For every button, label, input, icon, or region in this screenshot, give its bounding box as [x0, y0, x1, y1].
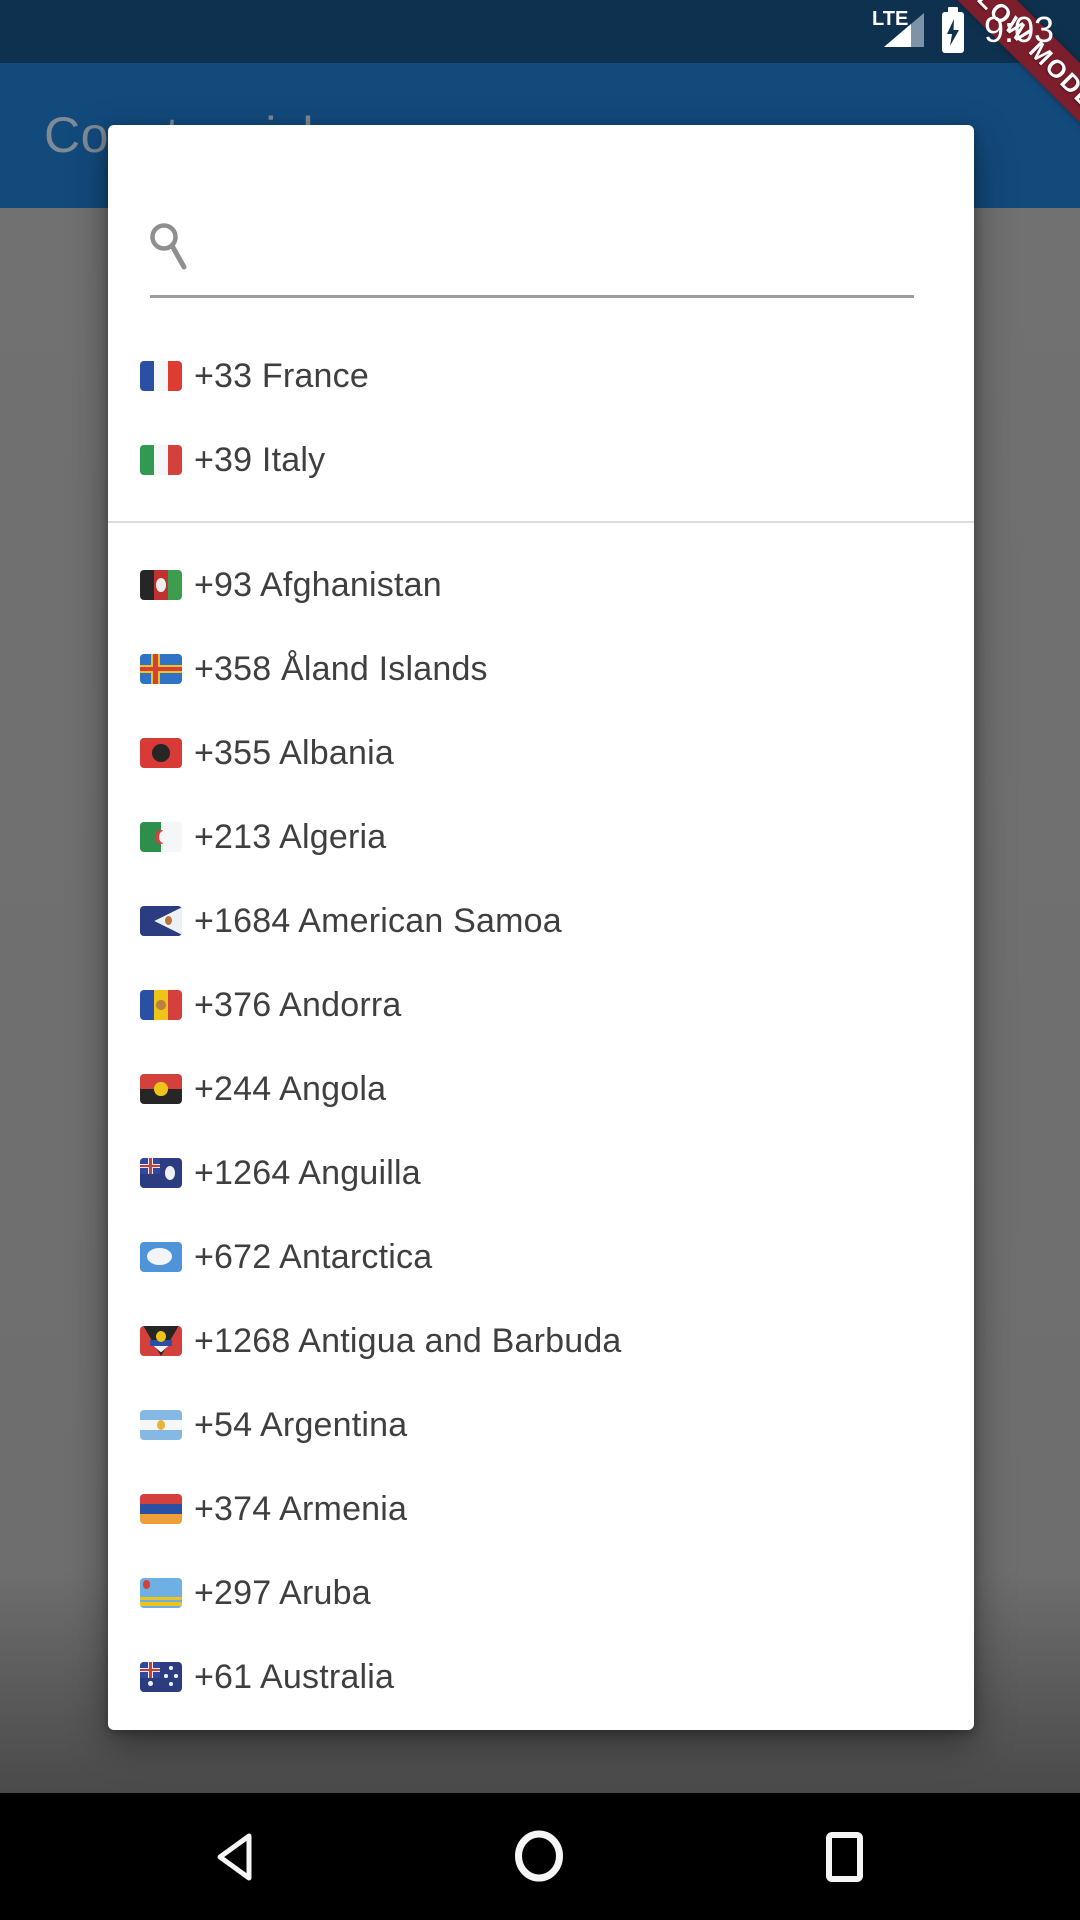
country-label: +61 Australia: [194, 1657, 395, 1696]
flag-icon-am: [140, 1494, 182, 1524]
flag-icon-ai: [140, 1158, 182, 1188]
country-picker-dialog: +33 France +39 Italy +93 Afghanistan +358 …: [108, 125, 974, 1730]
country-label: +374 Armenia: [194, 1489, 408, 1528]
network-type-label: LTE: [872, 8, 909, 30]
search-underline: [150, 295, 914, 298]
country-label: +672 Antarctica: [194, 1237, 433, 1276]
country-row[interactable]: +358 Åland Islands: [108, 627, 974, 711]
country-label: +244 Angola: [194, 1069, 387, 1108]
country-label: +297 Aruba: [194, 1573, 371, 1612]
country-row[interactable]: +376 Andorra: [108, 963, 974, 1047]
country-row[interactable]: +374 Armenia: [108, 1467, 974, 1551]
flag-icon-aw: [140, 1578, 182, 1608]
flag-icon-ax: [140, 654, 182, 684]
flag-icon-ar: [140, 1410, 182, 1440]
country-label: +358 Åland Islands: [194, 649, 488, 688]
country-row[interactable]: +93 Afghanistan: [108, 543, 974, 627]
status-bar: [0, 0, 1080, 63]
countries-list: +93 Afghanistan +358 Åland Islands +355 Al…: [108, 543, 974, 1719]
back-button[interactable]: [214, 1831, 254, 1883]
country-row[interactable]: +297 Aruba: [108, 1551, 974, 1635]
search-input[interactable]: [208, 217, 912, 275]
flag-icon-ad: [140, 990, 182, 1020]
navigation-bar: [0, 1793, 1080, 1920]
country-row[interactable]: +1684 American Samoa: [108, 879, 974, 963]
list-divider: [108, 521, 974, 523]
flag-icon-as: [140, 906, 182, 936]
flag-icon-al: [140, 738, 182, 768]
search-icon: [150, 223, 187, 270]
country-label: +213 Algeria: [194, 817, 387, 856]
battery-charging-icon: [942, 7, 964, 53]
flag-icon-it: [140, 445, 182, 475]
home-button[interactable]: [513, 1830, 565, 1882]
flag-icon-au: [140, 1662, 182, 1692]
search-field[interactable]: [108, 125, 974, 295]
country-label: +355 Albania: [194, 733, 394, 772]
country-label: +376 Andorra: [194, 985, 402, 1024]
flag-icon-af: [140, 570, 182, 600]
country-row[interactable]: +1264 Anguilla: [108, 1131, 974, 1215]
country-label: +1268 Antigua and Barbuda: [194, 1321, 622, 1360]
country-row[interactable]: +61 Australia: [108, 1635, 974, 1719]
country-label: +54 Argentina: [194, 1405, 408, 1444]
flag-icon-aq: [140, 1242, 182, 1272]
flag-icon-fr: [140, 361, 182, 391]
country-row[interactable]: +244 Angola: [108, 1047, 974, 1131]
flag-icon-dz: [140, 822, 182, 852]
country-row[interactable]: +1268 Antigua and Barbuda: [108, 1299, 974, 1383]
flag-icon-ao: [140, 1074, 182, 1104]
country-label: +39 Italy: [194, 440, 326, 479]
flag-icon-ag: [140, 1326, 182, 1356]
country-row[interactable]: +33 France: [108, 334, 974, 418]
country-row[interactable]: +213 Algeria: [108, 795, 974, 879]
country-label: +1684 American Samoa: [194, 901, 562, 940]
country-label: +93 Afghanistan: [194, 565, 442, 604]
country-row[interactable]: +39 Italy: [108, 418, 974, 502]
country-row[interactable]: +672 Antarctica: [108, 1215, 974, 1299]
favorites-list: +33 France +39 Italy: [108, 334, 974, 502]
country-label: +1264 Anguilla: [194, 1153, 421, 1192]
country-row[interactable]: +54 Argentina: [108, 1383, 974, 1467]
clock: 9:03: [984, 9, 1055, 50]
recents-button[interactable]: [824, 1831, 866, 1883]
status-bar-content: LTE 9:03: [0, 0, 1080, 63]
country-row[interactable]: +355 Albania: [108, 711, 974, 795]
signal-strength-icon: [884, 13, 924, 47]
country-label: +33 France: [194, 356, 369, 395]
